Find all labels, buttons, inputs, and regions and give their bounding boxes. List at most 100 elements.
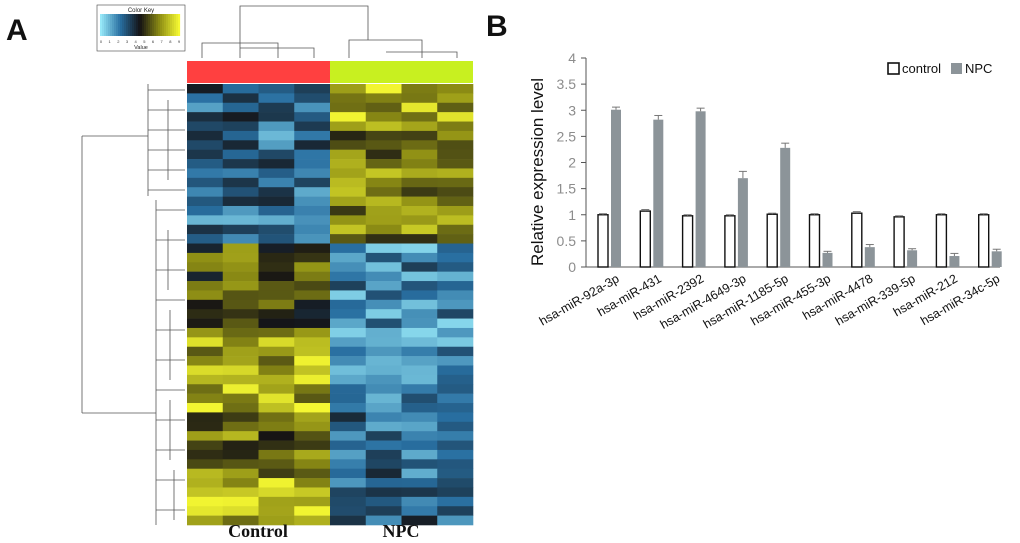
heatmap-cell [401, 159, 438, 169]
color-key-step [134, 14, 137, 36]
heatmap-grid [187, 84, 474, 526]
color-key-step [104, 14, 107, 36]
heatmap-cell [330, 346, 367, 357]
heatmap-cell [222, 130, 259, 141]
heatmap-cell [330, 102, 367, 113]
heatmap-cell [401, 252, 438, 263]
heatmap-cell [401, 177, 438, 188]
heatmap-cell [401, 412, 438, 423]
heatmap-cell [294, 496, 331, 507]
heatmap-cell [330, 393, 367, 404]
heatmap-cell [187, 243, 224, 254]
heatmap-cell [187, 365, 224, 376]
bar-chart: Relative expression level 0 0.5 1 1.5 2 2.5 3 3… [528, 50, 1002, 332]
heatmap-cell [222, 412, 259, 423]
heatmap-cell [258, 487, 295, 498]
heatmap-cell [330, 515, 367, 526]
heatmap-cell [187, 187, 224, 197]
heatmap-cell [294, 149, 331, 160]
heatmap-cell [365, 412, 402, 423]
heatmap-cell [401, 149, 438, 160]
heatmap-cell [222, 403, 259, 413]
y-tick-label: 1 [568, 207, 576, 223]
color-key-step [126, 14, 129, 36]
color-key-step [158, 14, 161, 36]
heatmap-cell [258, 243, 295, 254]
bar-control [766, 213, 778, 268]
heatmap-cell [294, 449, 331, 460]
heatmap-cell [330, 271, 367, 282]
color-key-step [140, 14, 143, 36]
heatmap-cell [401, 449, 438, 460]
heatmap-cell [330, 337, 367, 348]
heatmap-cell [187, 130, 224, 141]
heatmap-cell [401, 205, 438, 216]
heatmap-cell [222, 440, 259, 451]
heatmap-cell [222, 318, 259, 329]
color-key-tick: 1 [109, 39, 112, 44]
heatmap-cell [258, 374, 295, 385]
heatmap-cell [365, 478, 402, 488]
heatmap-cell [222, 149, 259, 160]
heatmap-cell [330, 290, 367, 301]
heatmap-cell [294, 224, 331, 235]
color-key-step [138, 14, 141, 36]
heatmap-cell [187, 102, 224, 113]
heatmap-cell [187, 393, 224, 404]
heatmap-cell [365, 506, 402, 516]
heatmap-cell [365, 421, 402, 432]
heatmap-cell [401, 318, 438, 329]
heatmap-cell [365, 440, 402, 451]
heatmap-cell [294, 168, 331, 179]
color-key-step [168, 14, 171, 36]
heatmap-cell [294, 234, 331, 244]
heatmap-cell [330, 459, 367, 470]
color-key-step [150, 14, 153, 36]
color-key-tick: 3 [126, 39, 129, 44]
color-key-step [146, 14, 149, 36]
legend-label-npc: NPC [965, 61, 992, 76]
heatmap-cell [401, 140, 438, 150]
color-key-step [174, 14, 177, 36]
heatmap-cell [437, 262, 474, 272]
heatmap-cell [401, 327, 438, 338]
color-key-step [136, 14, 139, 36]
heatmap-cell [365, 290, 402, 301]
heatmap-cell [365, 393, 402, 404]
bar-npc [991, 251, 1002, 267]
heatmap-cell [294, 403, 331, 413]
heatmap-cell [365, 403, 402, 413]
heatmap-cell [365, 252, 402, 263]
heatmap-cell [365, 365, 402, 376]
color-key-step [178, 14, 181, 36]
heatmap-cell [187, 224, 224, 235]
heatmap-cell [187, 112, 224, 122]
color-key-gradient [100, 14, 181, 36]
heatmap-cell [222, 421, 259, 432]
heatmap-cell [330, 234, 367, 244]
heatmap-cell [294, 271, 331, 282]
heatmap-cell [258, 318, 295, 329]
heatmap-cell [365, 327, 402, 338]
heatmap-cell [330, 281, 367, 291]
heatmap-cell [330, 440, 367, 451]
heatmap-cell [294, 337, 331, 348]
heatmap-cell [222, 177, 259, 188]
heatmap-cell [401, 271, 438, 282]
color-key-step [130, 14, 133, 36]
heatmap-cell [258, 309, 295, 319]
heatmap-cell [187, 421, 224, 432]
heatmap-cell [437, 224, 474, 235]
heatmap-cell [437, 130, 474, 141]
heatmap-cell [330, 421, 367, 432]
heatmap-cell [258, 177, 295, 188]
heatmap-cell [187, 403, 224, 413]
color-key-step [166, 14, 169, 36]
heatmap-cell [187, 337, 224, 348]
bar-npc [737, 178, 748, 267]
color-key-step [108, 14, 111, 36]
color-key-tick: 9 [178, 39, 181, 44]
heatmap-cell [258, 412, 295, 423]
heatmap-cell [187, 299, 224, 310]
